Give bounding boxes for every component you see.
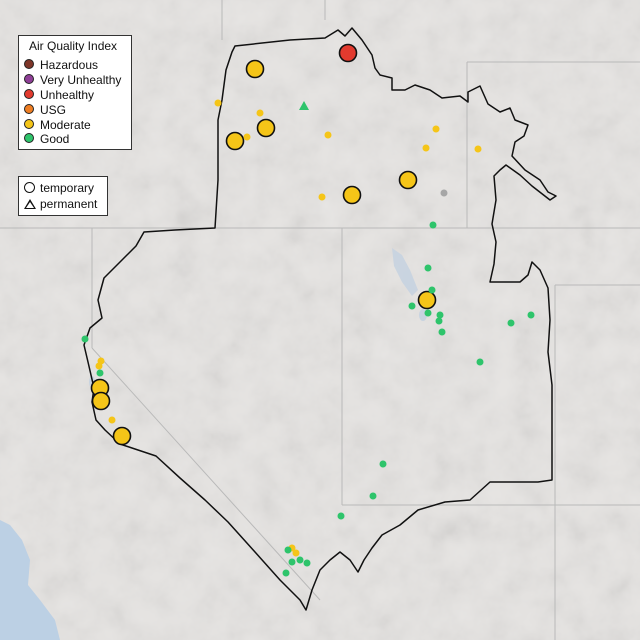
- usg-swatch-icon: [24, 104, 34, 114]
- temporary-monitor-marker: [91, 391, 111, 411]
- no-data-monitor-dot: [440, 189, 448, 197]
- monitor-dot: [243, 133, 251, 141]
- pacific-ocean: [0, 520, 60, 640]
- monitor-markers: [81, 43, 535, 577]
- monitor-dot: [527, 311, 535, 319]
- monitor-dot: [292, 549, 300, 557]
- monitor-dot: [214, 99, 222, 107]
- monitor-dot: [318, 193, 326, 201]
- monitor-dot: [379, 460, 387, 468]
- circle-icon: [24, 182, 35, 193]
- monitor-dot: [369, 492, 377, 500]
- monitor-dot: [81, 335, 89, 343]
- monitor-dot: [474, 145, 482, 153]
- very-unhealthy-swatch-icon: [24, 74, 34, 84]
- aqi-legend: Air Quality Index Hazardous Very Unhealt…: [18, 35, 132, 150]
- temporary-monitor-marker: [342, 185, 362, 205]
- temporary-monitor-marker: [225, 131, 245, 151]
- monitor-dot: [424, 264, 432, 272]
- monitor-dot: [284, 546, 292, 554]
- monitor-dot: [428, 286, 436, 294]
- great-salt-lake: [392, 248, 418, 296]
- unhealthy-swatch-icon: [24, 89, 34, 99]
- region-outline: [83, 27, 557, 611]
- monitor-dot: [288, 558, 296, 566]
- hazardous-swatch-icon: [24, 59, 34, 69]
- monitor-dot: [476, 358, 484, 366]
- temporary-monitor-marker: [398, 170, 418, 190]
- monitor-dot: [337, 512, 345, 520]
- monitor-dot: [256, 109, 264, 117]
- monitor-dot: [429, 221, 437, 229]
- triangle-icon: [24, 199, 36, 209]
- temporary-monitor-marker: [112, 426, 132, 446]
- good-swatch-icon: [24, 133, 34, 143]
- monitor-dot: [96, 369, 104, 377]
- monitor-dot: [438, 328, 446, 336]
- moderate-swatch-icon: [24, 119, 34, 129]
- temporary-monitor-marker: [245, 59, 265, 79]
- monitor-dot: [408, 302, 416, 310]
- permanent-monitor-marker: [299, 101, 309, 110]
- monitor-dot: [324, 131, 332, 139]
- monitor-dot: [507, 319, 515, 327]
- temporary-monitor-marker: [417, 290, 437, 310]
- monitor-dot: [436, 311, 444, 319]
- monitor-dot: [282, 569, 290, 577]
- temporary-monitor-marker: [338, 43, 358, 63]
- monitor-dot: [424, 309, 432, 317]
- monitor-dot: [108, 416, 116, 424]
- legend-title: Air Quality Index: [29, 39, 118, 53]
- monitor-dot: [432, 125, 440, 133]
- monitor-type-legend: temporary permanent: [18, 176, 108, 216]
- monitor-dot: [303, 559, 311, 567]
- monitor-dot: [422, 144, 430, 152]
- temporary-monitor-marker: [256, 118, 276, 138]
- monitor-dot: [435, 317, 443, 325]
- monitor-dot: [296, 556, 304, 564]
- monitor-dot: [95, 362, 103, 370]
